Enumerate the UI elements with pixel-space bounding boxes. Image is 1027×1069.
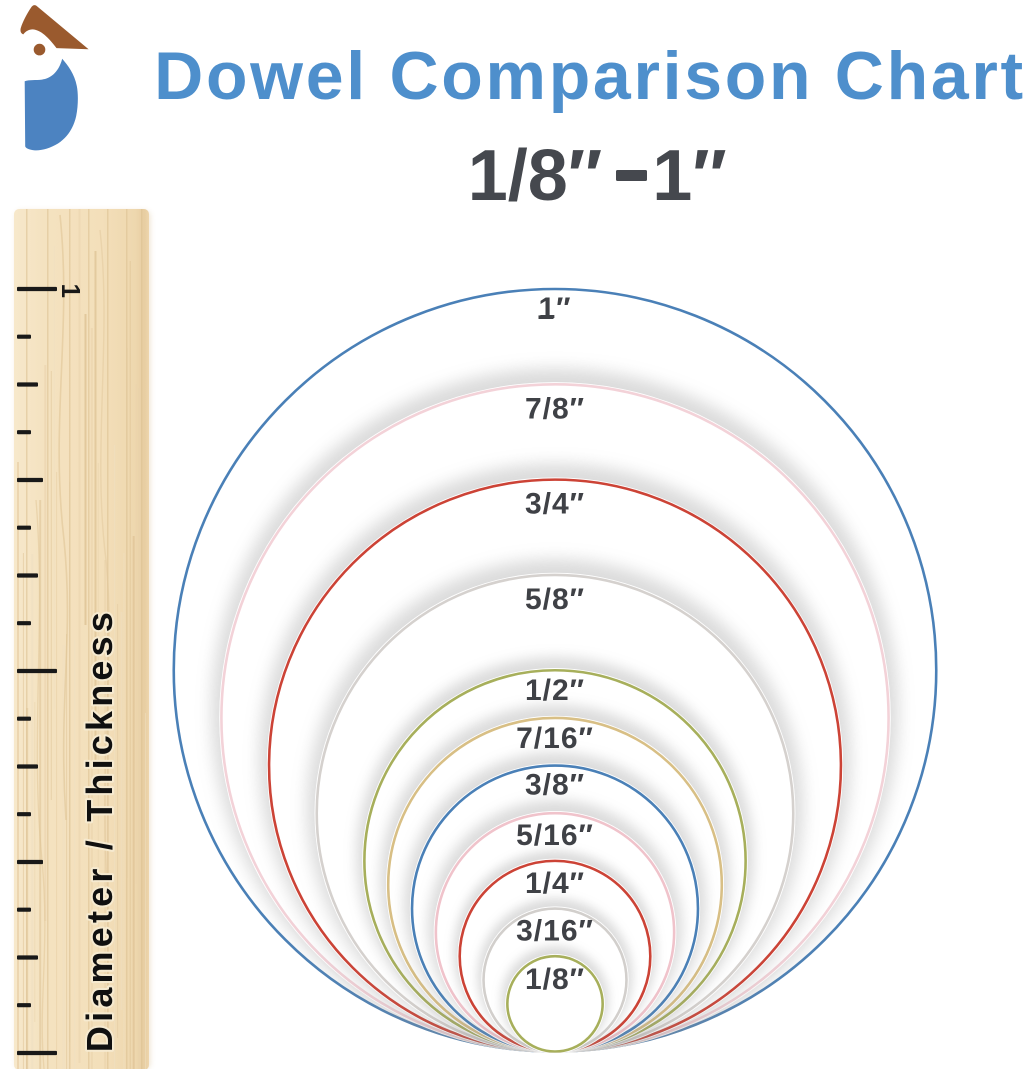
- svg-text:1/2″: 1/2″: [525, 674, 585, 707]
- svg-text:1″: 1″: [652, 136, 727, 216]
- svg-text:3/16″: 3/16″: [516, 915, 594, 948]
- svg-text:7/8″: 7/8″: [525, 392, 585, 425]
- svg-text:Dowel Comparison Chart: Dowel Comparison Chart: [154, 38, 1026, 114]
- svg-text:Diameter / Thickness: Diameter / Thickness: [79, 608, 120, 1052]
- svg-text:1/8″: 1/8″: [525, 963, 585, 996]
- svg-text:7/16″: 7/16″: [516, 722, 594, 755]
- svg-text:1/8″: 1/8″: [468, 136, 603, 216]
- svg-text:1/4″: 1/4″: [525, 867, 585, 900]
- svg-text:1″: 1″: [538, 292, 571, 325]
- svg-text:5/16″: 5/16″: [516, 819, 594, 852]
- svg-text:3/4″: 3/4″: [525, 488, 585, 521]
- svg-text:1: 1: [56, 284, 86, 298]
- svg-text:5/8″: 5/8″: [525, 583, 585, 616]
- svg-text:3/8″: 3/8″: [525, 769, 585, 802]
